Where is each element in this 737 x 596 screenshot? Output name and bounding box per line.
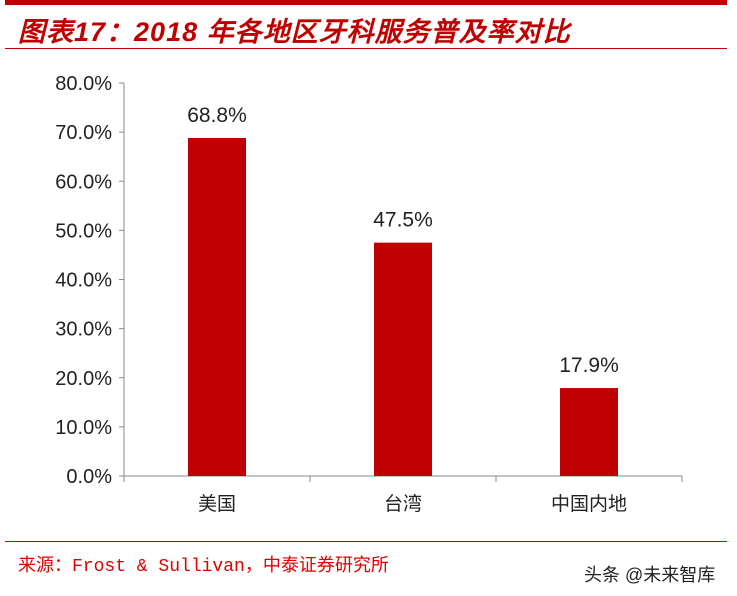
x-tick-label: 台湾 [384, 493, 422, 515]
y-tick-label: 60.0% [55, 171, 112, 193]
y-tick-label: 40.0% [55, 270, 112, 292]
data-label: 68.8% [187, 104, 247, 127]
data-label: 17.9% [559, 354, 619, 377]
x-tick-label: 美国 [198, 493, 236, 515]
y-tick-label: 30.0% [55, 319, 112, 341]
chart-title: 图表17：2018 年各地区牙科服务普及率对比 [18, 17, 571, 47]
title-divider [5, 48, 727, 49]
bar [188, 138, 246, 476]
y-tick-label: 50.0% [55, 220, 112, 242]
footer-divider [5, 541, 727, 542]
watermark: 头条 @未来智库 [584, 565, 716, 585]
data-label: 47.5% [373, 209, 433, 232]
y-tick-label: 70.0% [55, 122, 112, 144]
bar-chart: 0.0% 10.0% 20.0% 30.0% 40.0% 50.0% 60.0% 70.0% 8… [55, 73, 683, 515]
y-tick-label: 10.0% [55, 417, 112, 439]
x-tick-label: 中国内地 [551, 493, 627, 515]
bar [560, 388, 618, 476]
y-tick-label: 80.0% [55, 73, 112, 95]
source-note: 来源：Frost & Sullivan，中泰证券研究所 [18, 557, 389, 577]
top-accent-bar [5, 0, 727, 5]
y-tick-label: 0.0% [66, 466, 112, 488]
y-tick-label: 20.0% [55, 368, 112, 390]
bar [374, 242, 432, 476]
